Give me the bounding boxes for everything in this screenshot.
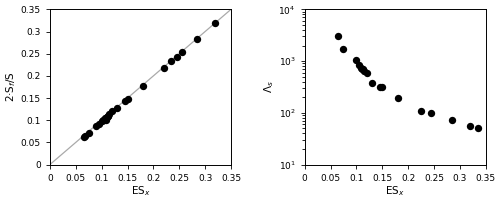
Y-axis label: Λ$_s$: Λ$_s$ bbox=[262, 81, 276, 93]
Point bbox=[358, 68, 366, 71]
Point bbox=[340, 47, 347, 51]
Point bbox=[100, 119, 108, 122]
X-axis label: ES$_x$: ES$_x$ bbox=[130, 184, 150, 198]
Y-axis label: 2·S$_f$/S: 2·S$_f$/S bbox=[4, 72, 18, 103]
Point bbox=[378, 86, 386, 89]
Point bbox=[98, 119, 106, 123]
Point bbox=[428, 111, 436, 115]
Point bbox=[448, 119, 456, 122]
Point bbox=[376, 85, 384, 88]
Point bbox=[124, 97, 132, 101]
Point bbox=[168, 60, 175, 63]
Point bbox=[474, 126, 482, 129]
Point bbox=[80, 135, 88, 139]
Point bbox=[360, 69, 368, 72]
Point bbox=[394, 97, 402, 100]
Point bbox=[417, 109, 425, 112]
Point bbox=[139, 84, 147, 87]
Point bbox=[368, 82, 376, 85]
Point bbox=[356, 66, 364, 69]
Point bbox=[160, 66, 168, 70]
Point bbox=[334, 35, 342, 38]
Point bbox=[113, 106, 121, 110]
Point bbox=[103, 115, 111, 118]
Point bbox=[121, 99, 129, 103]
Point bbox=[106, 112, 114, 116]
Point bbox=[104, 114, 112, 118]
Point bbox=[81, 134, 89, 137]
Point bbox=[98, 119, 106, 122]
Point bbox=[108, 110, 116, 113]
Point bbox=[352, 58, 360, 62]
Point bbox=[194, 37, 202, 41]
Point bbox=[363, 71, 371, 74]
Point bbox=[102, 117, 110, 120]
Point bbox=[355, 63, 363, 66]
Point bbox=[172, 55, 180, 58]
Point bbox=[92, 124, 100, 127]
Point bbox=[104, 114, 112, 118]
Point bbox=[102, 119, 110, 122]
Point bbox=[84, 131, 92, 134]
Point bbox=[466, 124, 474, 128]
Point bbox=[95, 122, 103, 126]
Point bbox=[178, 51, 186, 54]
Point bbox=[212, 21, 220, 24]
X-axis label: ES$_x$: ES$_x$ bbox=[386, 184, 405, 198]
Point bbox=[358, 68, 366, 71]
